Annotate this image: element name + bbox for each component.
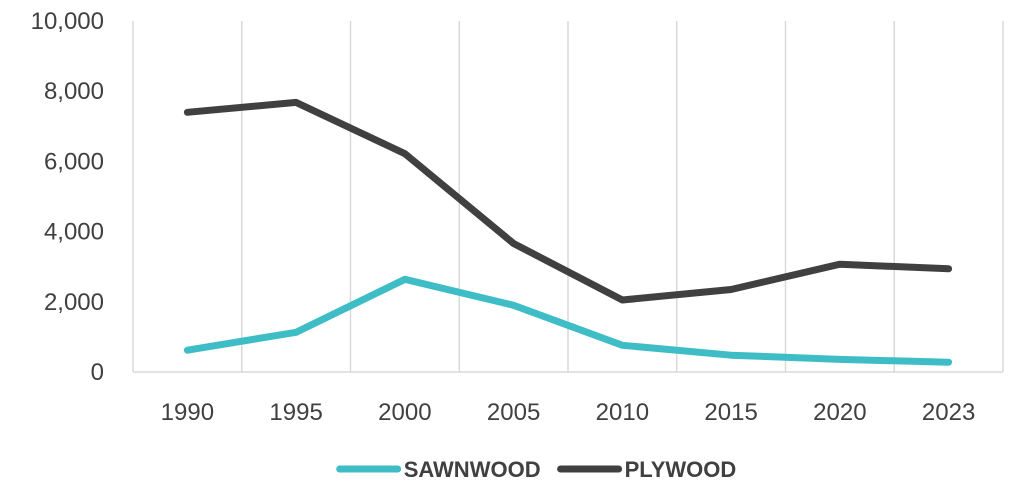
x-tick-label: 2023 — [922, 399, 975, 426]
x-tick-label: 2015 — [704, 399, 757, 426]
y-tick-label: 6,000 — [44, 148, 104, 175]
series-layer — [183, 98, 953, 366]
x-tick-label: 2020 — [813, 399, 866, 426]
y-tick-label: 4,000 — [44, 219, 104, 246]
series-line-plywood — [183, 98, 953, 304]
legend-label: PLYWOOD — [625, 457, 737, 482]
legend: SAWNWOOD PLYWOOD — [336, 457, 737, 482]
y-tick-label: 2,000 — [44, 289, 104, 316]
y-tick-label: 10,000 — [31, 8, 104, 35]
x-tick-label: 1990 — [161, 399, 214, 426]
x-tick-label: 2000 — [378, 399, 431, 426]
x-tick-label: 2010 — [596, 399, 649, 426]
x-tick-label: 2005 — [487, 399, 540, 426]
y-tick-label: 8,000 — [44, 78, 104, 105]
series-line-sawnwood — [183, 275, 953, 366]
axis-layer: 0 2,000 4,000 6,000 8,000 10,000 1990 1995 2000 2… — [31, 8, 1003, 426]
x-tick-label: 1995 — [269, 399, 322, 426]
y-tick-label: 0 — [91, 359, 104, 386]
legend-label: SAWNWOOD — [404, 457, 541, 482]
legend-item-plywood: PLYWOOD — [557, 457, 737, 482]
grid-layer — [132, 21, 1004, 372]
legend-item-sawnwood: SAWNWOOD — [336, 457, 541, 482]
